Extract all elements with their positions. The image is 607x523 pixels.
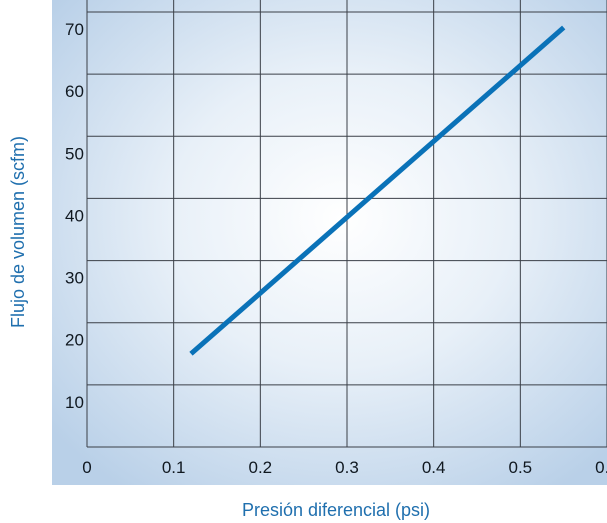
y-tick-label: 10 bbox=[65, 393, 84, 412]
x-tick-label: 0.2 bbox=[249, 458, 273, 477]
series-layer bbox=[189, 25, 566, 356]
x-tick-label: 0.3 bbox=[335, 458, 359, 477]
y-tick-label: 60 bbox=[65, 82, 84, 101]
chart-background-panel bbox=[52, 0, 607, 485]
series-line bbox=[189, 25, 566, 356]
y-tick-label: 40 bbox=[65, 206, 84, 225]
y-tick-label: 30 bbox=[65, 269, 84, 288]
x-axis-title: Presión diferencial (psi) bbox=[242, 500, 430, 520]
x-tick-label: 0.5 bbox=[509, 458, 533, 477]
y-tick-labels: 10 20 30 40 50 60 70 bbox=[65, 20, 84, 412]
x-tick-labels: 0 0.1 0.2 0.3 0.4 0.5 0.6 bbox=[82, 458, 607, 477]
x-tick-label: 0 bbox=[82, 458, 91, 477]
x-tick-label: 0.1 bbox=[162, 458, 186, 477]
x-tick-label: 0.6 bbox=[595, 458, 607, 477]
x-tick-label: 0.4 bbox=[422, 458, 446, 477]
y-tick-label: 50 bbox=[65, 144, 84, 163]
y-tick-label: 20 bbox=[65, 331, 84, 350]
grid bbox=[86, 0, 607, 448]
y-tick-label: 70 bbox=[65, 20, 84, 39]
y-axis-title: Flujo de volumen (scfm) bbox=[8, 136, 28, 328]
